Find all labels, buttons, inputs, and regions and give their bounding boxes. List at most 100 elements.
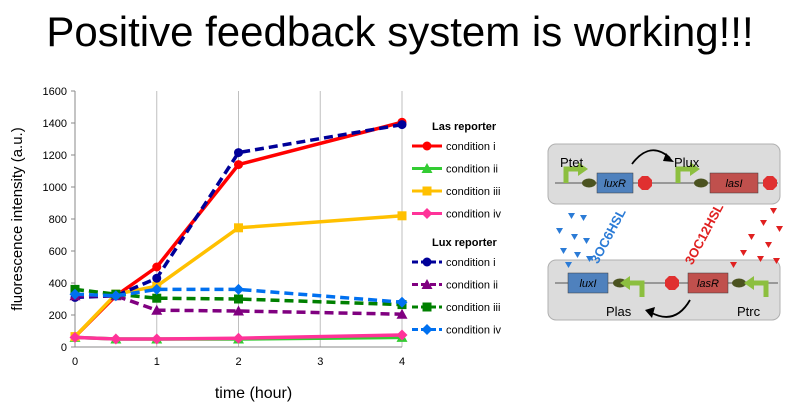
data-point — [234, 148, 243, 158]
legend-entry: condition iv — [446, 209, 502, 221]
lasI-gene-label: lasI — [725, 178, 742, 190]
oc6-molecule — [556, 228, 563, 234]
y-tick-label: 600 — [49, 246, 67, 258]
data-point — [152, 293, 162, 303]
oc6-molecule — [580, 215, 587, 221]
ptet-label: Ptet — [560, 155, 584, 170]
y-tick-label: 400 — [49, 278, 67, 290]
y-tick-label: 0 — [61, 342, 67, 354]
oc6-molecule — [560, 248, 567, 254]
lasI-gene — [709, 172, 759, 194]
data-point — [234, 223, 243, 233]
x-tick-label: 2 — [235, 356, 241, 368]
slide-title: Positive feedback system is working!!! — [46, 8, 754, 55]
oc12-molecule — [748, 234, 755, 240]
legend-entry: condition i — [446, 257, 496, 269]
activation-arrow-top-head — [663, 153, 674, 162]
x-tick-label: 0 — [72, 356, 78, 368]
legend-group-title: Lux reporter — [432, 237, 498, 249]
oc6-molecule — [571, 234, 578, 240]
oc6-molecule — [583, 238, 590, 244]
oc6-label: 3OC6HSL — [587, 206, 628, 266]
activation-arrow-bottom — [649, 299, 691, 318]
luxR-gene — [596, 172, 634, 194]
data-point — [151, 304, 163, 315]
terminator — [638, 176, 652, 190]
x-tick-label: 4 — [399, 356, 405, 368]
data-point — [69, 288, 81, 300]
data-point — [234, 294, 243, 304]
data-point — [152, 273, 162, 283]
data-point — [151, 333, 163, 345]
oc12-label: 3OC12HSL — [682, 201, 727, 267]
data-point — [397, 120, 407, 130]
plas-label: Plas — [606, 304, 632, 319]
terminator — [763, 176, 777, 190]
data-point — [421, 324, 433, 335]
lasR-gene — [687, 272, 729, 294]
y-tick-label: 1400 — [43, 118, 67, 130]
data-point — [234, 160, 243, 170]
luxI-gene — [567, 272, 609, 294]
data-point — [69, 331, 81, 343]
x-tick-label: 3 — [317, 356, 323, 368]
data-point — [421, 279, 433, 289]
legend-entry: condition iii — [446, 302, 500, 314]
chart-series — [69, 117, 408, 345]
ptrc-promoter-head — [744, 276, 754, 290]
data-point — [396, 329, 408, 341]
y-tick-label: 200 — [49, 310, 67, 322]
oc12-molecule — [776, 226, 783, 232]
data-point — [397, 211, 407, 221]
oc12-molecule — [773, 258, 780, 264]
data-point — [151, 283, 163, 295]
data-point — [422, 186, 432, 196]
x-axis-label: time (hour) — [215, 385, 292, 402]
plux-label: Plux — [674, 155, 700, 170]
legend-entry: condition iv — [446, 325, 502, 337]
circuit-diagram: Ptet luxR Plux lasI luxI Plas lasR Ptrc 3OC6HSL 3… — [547, 143, 783, 321]
oc12-molecule — [730, 262, 737, 268]
legend-entry: condition iii — [446, 186, 500, 198]
lasR-gene-label: lasR — [697, 278, 719, 290]
data-point — [422, 257, 432, 267]
legend-entry: condition i — [446, 141, 496, 153]
data-point — [421, 163, 433, 173]
data-point — [110, 290, 122, 302]
rbs — [732, 278, 746, 288]
ptet-promoter-head — [578, 162, 588, 176]
activation-arrow-bottom-head — [645, 307, 655, 318]
oc6-molecule — [574, 252, 581, 258]
y-tick-label: 1000 — [43, 182, 67, 194]
y-axis-label: fluorescence intensity (a.u.) — [9, 127, 26, 310]
oc12-molecule — [740, 250, 747, 256]
data-point — [110, 333, 122, 345]
data-point — [233, 305, 244, 316]
ptrc-label: Ptrc — [737, 304, 761, 319]
chart-legend: Las reporter condition i condition ii condi… — [412, 121, 502, 337]
rbs — [582, 178, 596, 188]
data-point — [422, 141, 432, 151]
oc12-molecule — [765, 242, 772, 248]
plux-promoter — [675, 166, 690, 183]
oc12-molecule — [770, 208, 777, 214]
data-point — [233, 283, 244, 295]
ptrc-promoter — [754, 280, 769, 297]
data-point — [421, 208, 433, 219]
legend-group-title: Las reporter — [432, 121, 497, 133]
data-point — [396, 296, 408, 308]
ptet-promoter — [563, 166, 578, 183]
data-point — [152, 262, 162, 272]
y-tick-label: 1600 — [43, 86, 67, 98]
plas-promoter-head — [620, 276, 630, 290]
luxI-gene-label: luxI — [579, 278, 596, 290]
chart-axes: 0 1 2 3 4 0 200 400 600 800 1000 1200 1400 1600 time (… — [9, 86, 405, 402]
oc12-molecule — [757, 256, 764, 262]
plas-promoter — [630, 280, 645, 297]
rbs — [694, 178, 708, 188]
terminator — [665, 276, 679, 290]
series-line — [74, 287, 403, 307]
legend-entry: condition ii — [446, 164, 498, 176]
series-line — [74, 287, 403, 304]
